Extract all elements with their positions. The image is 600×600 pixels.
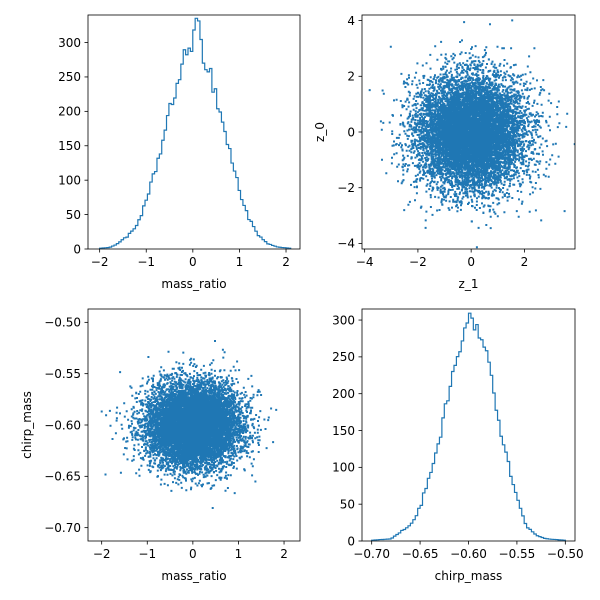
x-tick-label: 1 xyxy=(236,255,244,269)
chirp-mass-hist-panel: −0.70 −0.65 −0.60 −0.55 −0.50 0 50 100 150 200 250… xyxy=(332,308,584,583)
x-tick-label: 0 xyxy=(189,255,197,269)
scatter-points xyxy=(100,340,278,509)
y-tick-label: 2 xyxy=(347,70,355,84)
mass-ratio-chirp-scatter-marks xyxy=(100,340,278,509)
y-tick-label: −0.50 xyxy=(44,316,81,330)
x-tick-label: −2 xyxy=(409,255,427,269)
y-tick-label: 150 xyxy=(332,424,355,438)
y-tick-label: 0 xyxy=(347,125,355,139)
x-axis-label: mass_ratio xyxy=(161,277,226,291)
y-tick-label: −0.70 xyxy=(44,521,81,535)
x-axis-label: z_1 xyxy=(459,277,479,291)
axes-frame xyxy=(361,308,576,542)
y-tick-label: 150 xyxy=(58,139,81,153)
y-tick-label: −0.60 xyxy=(44,418,81,432)
y-tick-label: 300 xyxy=(58,36,81,50)
y-tick-label: −2 xyxy=(337,181,355,195)
x-tick-label: −0.65 xyxy=(402,547,439,561)
x-tick-label: −0.60 xyxy=(450,547,487,561)
y-tick-label: 50 xyxy=(340,497,355,511)
x-tick-label: 0 xyxy=(189,547,197,561)
x-tick-label: 2 xyxy=(521,255,529,269)
x-axis-label: chirp_mass xyxy=(435,569,503,583)
y-tick-label: 250 xyxy=(58,70,81,84)
mass-ratio-chirp-scatter-panel: −2 −1 0 1 2 −0.70 −0.65 −0.60 −0.55 −0.50 mass_rat… xyxy=(20,308,301,583)
y-axis-label: z_0 xyxy=(313,122,327,142)
y-tick-label: −0.65 xyxy=(44,470,81,484)
y-tick-label: 250 xyxy=(332,350,355,364)
x-tick-label: −2 xyxy=(91,255,109,269)
x-tick-label: 0 xyxy=(467,255,475,269)
y-tick-label: 50 xyxy=(66,208,81,222)
x-tick-label: −0.55 xyxy=(499,547,536,561)
y-tick-label: −0.55 xyxy=(44,367,81,381)
y-axis-label: chirp_mass xyxy=(20,391,34,459)
mass-ratio-hist-marks xyxy=(99,17,292,249)
x-tick-label: −4 xyxy=(356,255,374,269)
y-tick-label: 100 xyxy=(58,173,81,187)
y-tick-label: −4 xyxy=(337,237,355,251)
histogram-step-line xyxy=(371,312,566,541)
x-tick-label: −2 xyxy=(93,547,111,561)
y-tick-label: 0 xyxy=(347,534,355,548)
x-axis-label: mass_ratio xyxy=(161,569,226,583)
x-tick-label: −0.50 xyxy=(547,547,584,561)
x-tick-label: 2 xyxy=(282,255,290,269)
chirp-mass-hist-marks xyxy=(371,312,566,541)
x-tick-label: 1 xyxy=(235,547,243,561)
y-tick-label: 200 xyxy=(58,105,81,119)
y-tick-label: 100 xyxy=(332,461,355,475)
x-tick-label: −1 xyxy=(137,255,155,269)
y-tick-label: 4 xyxy=(347,14,355,28)
y-tick-label: 300 xyxy=(332,313,355,327)
scatter-points xyxy=(368,19,575,249)
x-tick-label: −0.70 xyxy=(353,547,390,561)
z1-z0-scatter-marks xyxy=(368,19,575,249)
y-tick-label: 200 xyxy=(332,387,355,401)
axes-frame xyxy=(87,14,301,250)
x-tick-label: 2 xyxy=(280,547,288,561)
histogram-step-line xyxy=(99,17,292,249)
x-tick-label: −1 xyxy=(138,547,156,561)
y-tick-label: 0 xyxy=(73,242,81,256)
z1-z0-scatter-panel: −4 −2 0 2 −4 −2 0 2 4 z_1 z_0 xyxy=(313,14,576,291)
mass-ratio-hist-panel: −2 −1 0 1 2 0 50 100 150 200 250 300 mass_ratio xyxy=(58,14,301,291)
